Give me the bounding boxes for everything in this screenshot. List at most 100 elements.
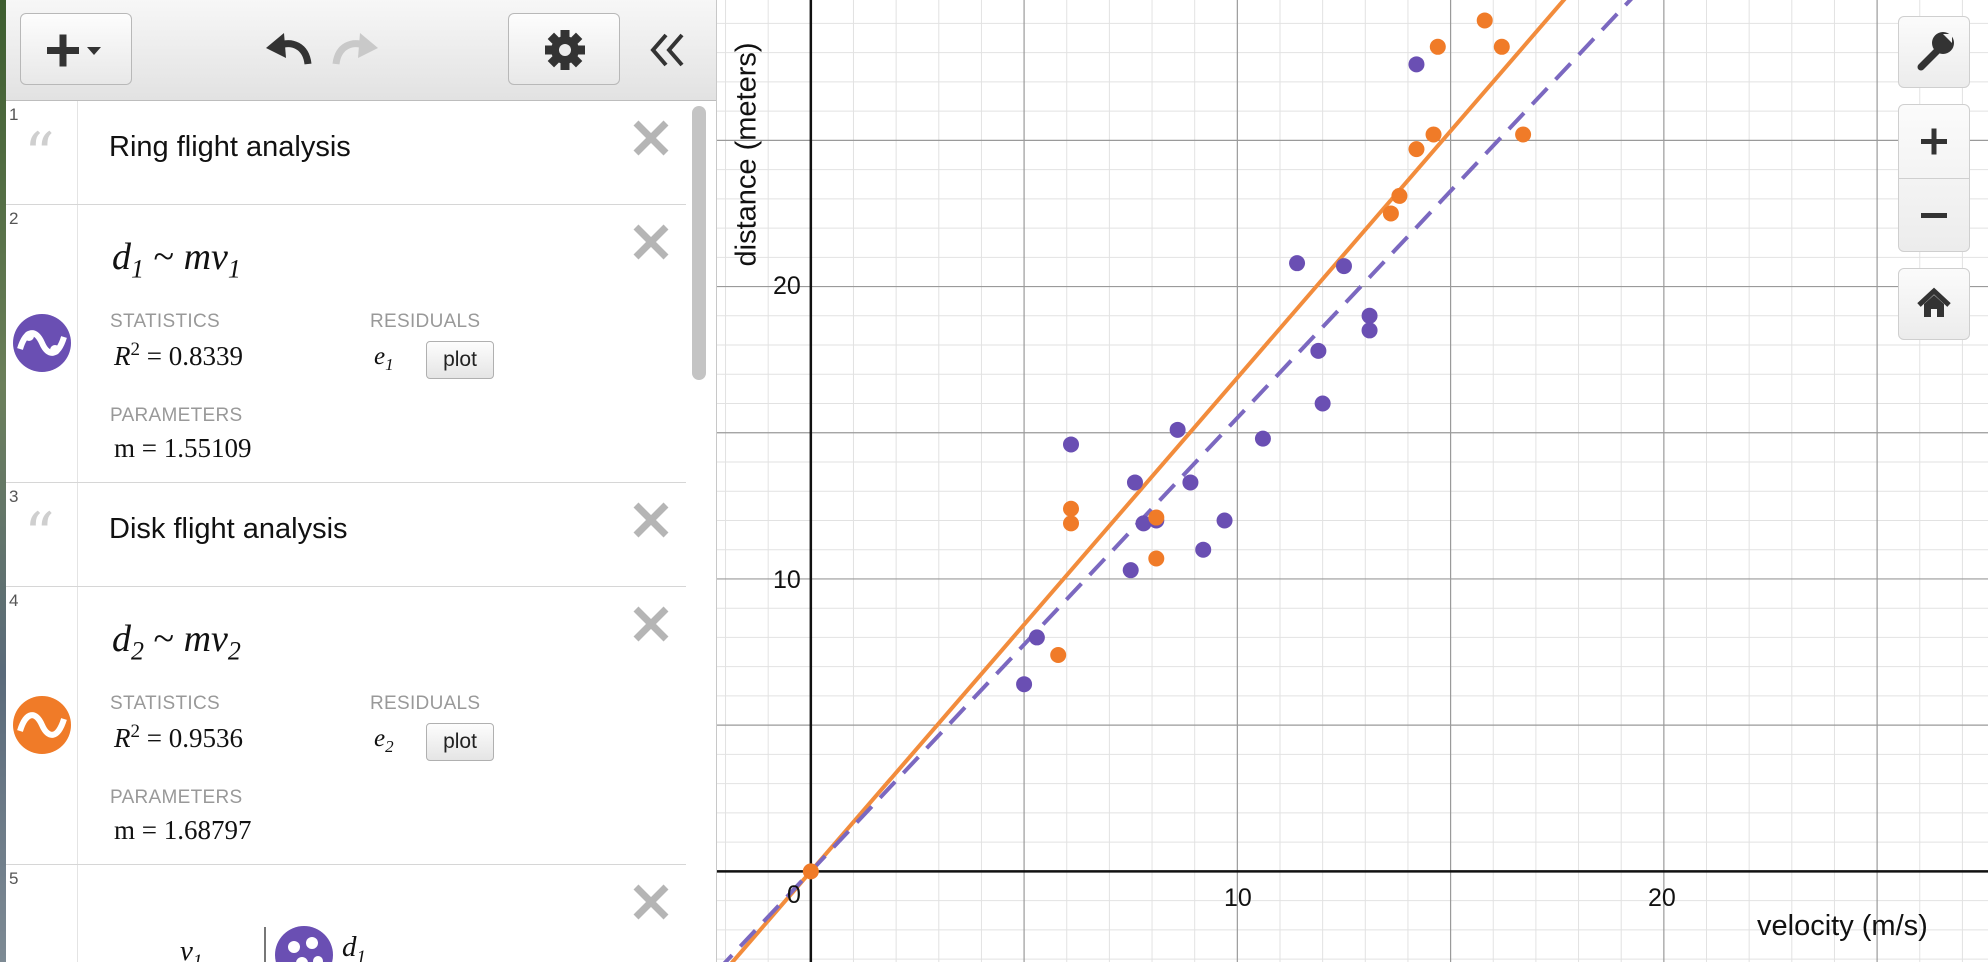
graph-canvas[interactable] [717,0,1988,962]
parameter-value: m = 1.68797 [114,815,252,845]
add-item-button[interactable] [20,13,132,85]
delete-expression-icon[interactable] [626,113,676,163]
data-point-ring [1016,676,1033,693]
graph-settings-button[interactable] [1898,16,1970,88]
expression-3-note[interactable]: 3 “ Disk flight analysis [6,483,686,587]
expression-gutter: 2 [6,205,78,482]
column-variable: v [180,935,193,962]
expression-list-scrollbar[interactable] [692,106,706,380]
data-point-ring [1335,258,1352,275]
plot-residuals-button[interactable]: plot [426,723,494,761]
x-tick-label-10: 10 [1224,884,1252,912]
r-squared-symbol: R [114,341,131,371]
data-point-disk [1476,12,1493,29]
expression-2-regression[interactable]: 2 d1 ~ mv1 STATISTICS R2 = 0.8339 RESIDU… [6,205,686,483]
formula-lhs-subscript: 2 [131,636,144,666]
data-point-ring [1169,421,1186,438]
regression-color-icon[interactable] [12,313,72,373]
note-quote-icon: “ [24,120,55,190]
settings-button[interactable] [508,13,620,85]
note-quote-icon: “ [24,500,55,570]
x-axis-label: velocity (m/s) [1757,910,1928,942]
major-gridlines [717,0,1988,962]
expression-gutter: 5 [6,865,78,962]
expression-number: 2 [9,209,19,228]
x-tick-label-20: 20 [1648,884,1676,912]
residual-subscript: 2 [385,737,394,756]
expression-4-regression[interactable]: 4 d2 ~ mv2 STATISTICS R2 = 0.9536 RESIDU… [6,587,686,865]
parameters-label: PARAMETERS [110,787,243,808]
table-column-header-v1[interactable]: v1 [180,935,202,962]
column-subscript: 1 [356,946,367,962]
zoom-in-icon [1921,128,1947,155]
home-icon [1917,287,1951,317]
data-point-ring [1063,436,1080,453]
delete-expression-icon[interactable] [626,877,676,927]
statistics-label: STATISTICS [110,693,220,714]
data-point-ring [1216,512,1233,529]
residual-subscript: 1 [385,355,394,374]
formula-tilde: ~ [153,618,175,660]
r-squared-value: R2 = 0.8339 [114,339,243,372]
r-squared-exponent: 2 [130,339,141,360]
data-point-disk [1515,126,1532,143]
data-point-ring [1408,56,1425,73]
table-column-divider [264,927,266,962]
data-point-ring [1126,474,1143,491]
r-squared-symbol: R [114,723,131,753]
data-point-ring [1195,541,1212,558]
r-squared-value: R2 = 0.9536 [114,721,243,754]
note-text[interactable]: Ring flight analysis [109,131,351,163]
delete-expression-icon[interactable] [626,495,676,545]
parameter-value: m = 1.55109 [114,433,252,463]
table-column-header-d1[interactable]: d1 [342,931,366,962]
formula-lhs: d [112,618,131,660]
data-point-disk [1425,126,1442,143]
zoom-in-button[interactable] [1898,104,1970,252]
default-viewport-button[interactable] [1898,268,1970,340]
y-tick-label-10: 10 [773,566,801,594]
redo-button[interactable] [328,28,382,72]
regression-formula[interactable]: d1 ~ mv1 [112,235,241,285]
expression-gutter: 1 “ [6,101,78,204]
expression-number: 1 [9,105,19,124]
residual-symbol: e [374,725,386,752]
regression-color-icon[interactable] [12,695,72,755]
graph-paper[interactable]: 10 20 10 20 0 velocity (m/s) distance (m… [717,0,1988,962]
formula-rhs: mv [183,236,228,278]
expression-gutter: 3 “ [6,483,78,586]
formula-tilde: ~ [153,236,175,278]
data-point-ring [1361,322,1378,339]
data-point-ring [1361,307,1378,324]
r-squared-exponent: 2 [130,721,141,742]
expression-1-note[interactable]: 1 “ Ring flight analysis [6,101,686,205]
zoom-divider [1899,178,1969,179]
formula-lhs: d [112,236,131,278]
gear-icon [545,30,585,70]
minor-gridlines [717,0,1988,962]
data-point-ring [1122,562,1139,579]
delete-expression-icon[interactable] [626,599,676,649]
data-point-ring [1310,342,1327,359]
table-column-color-icon[interactable] [274,925,334,962]
data-point-disk [1382,205,1399,222]
plus-dropdown-icon [47,34,101,67]
origin-label: 0 [787,881,801,909]
y-axis-label: distance (meters) [730,42,763,267]
expression-panel: 1 “ Ring flight analysis 2 d1 ~ [6,0,717,962]
data-point-disk [1148,550,1165,567]
data-point-ring [1182,474,1199,491]
expression-5-table[interactable]: 5 v1 d1 [6,865,686,962]
delete-expression-icon[interactable] [626,217,676,267]
note-text[interactable]: Disk flight analysis [109,513,348,545]
formula-lhs-subscript: 1 [131,254,144,284]
collapse-panel-button[interactable] [644,30,694,70]
undo-button[interactable] [262,28,316,72]
zoom-out-icon[interactable] [1899,179,1969,253]
regression-formula[interactable]: d2 ~ mv2 [112,617,241,667]
residual-symbol: e [374,343,386,370]
data-point-ring [1135,515,1152,532]
plot-residuals-button[interactable]: plot [426,341,494,379]
statistics-label: STATISTICS [110,311,220,332]
expression-number: 3 [9,487,19,506]
